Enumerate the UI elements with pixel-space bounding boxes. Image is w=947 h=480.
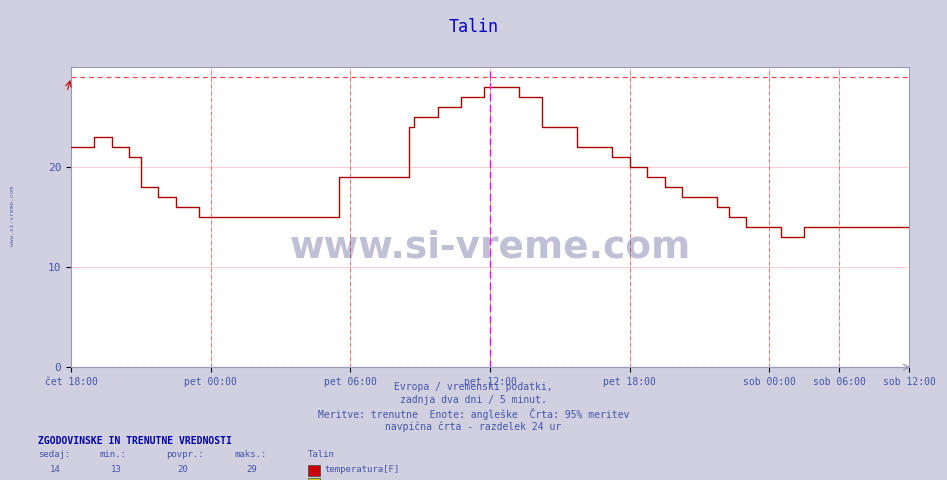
Text: www.si-vreme.com: www.si-vreme.com [9, 186, 15, 246]
Text: 14: 14 [49, 465, 61, 474]
Text: Talin: Talin [308, 450, 334, 459]
Text: 20: 20 [177, 465, 188, 474]
Text: sedaj:: sedaj: [38, 450, 70, 459]
Text: zadnja dva dni / 5 minut.: zadnja dva dni / 5 minut. [400, 395, 547, 405]
Text: Evropa / vremenski podatki,: Evropa / vremenski podatki, [394, 382, 553, 392]
Text: 29: 29 [246, 465, 258, 474]
Text: Talin: Talin [449, 18, 498, 36]
Text: povpr.:: povpr.: [166, 450, 204, 459]
Text: Meritve: trenutne  Enote: angleške  Črta: 95% meritev: Meritve: trenutne Enote: angleške Črta: … [318, 408, 629, 420]
Text: temperatura[F]: temperatura[F] [325, 465, 400, 474]
Text: 13: 13 [111, 465, 122, 474]
Text: navpična črta - razdelek 24 ur: navpična črta - razdelek 24 ur [385, 422, 562, 432]
Text: min.:: min.: [99, 450, 126, 459]
Text: www.si-vreme.com: www.si-vreme.com [290, 229, 690, 265]
Text: maks.:: maks.: [235, 450, 267, 459]
Text: ZGODOVINSKE IN TRENUTNE VREDNOSTI: ZGODOVINSKE IN TRENUTNE VREDNOSTI [38, 436, 232, 446]
